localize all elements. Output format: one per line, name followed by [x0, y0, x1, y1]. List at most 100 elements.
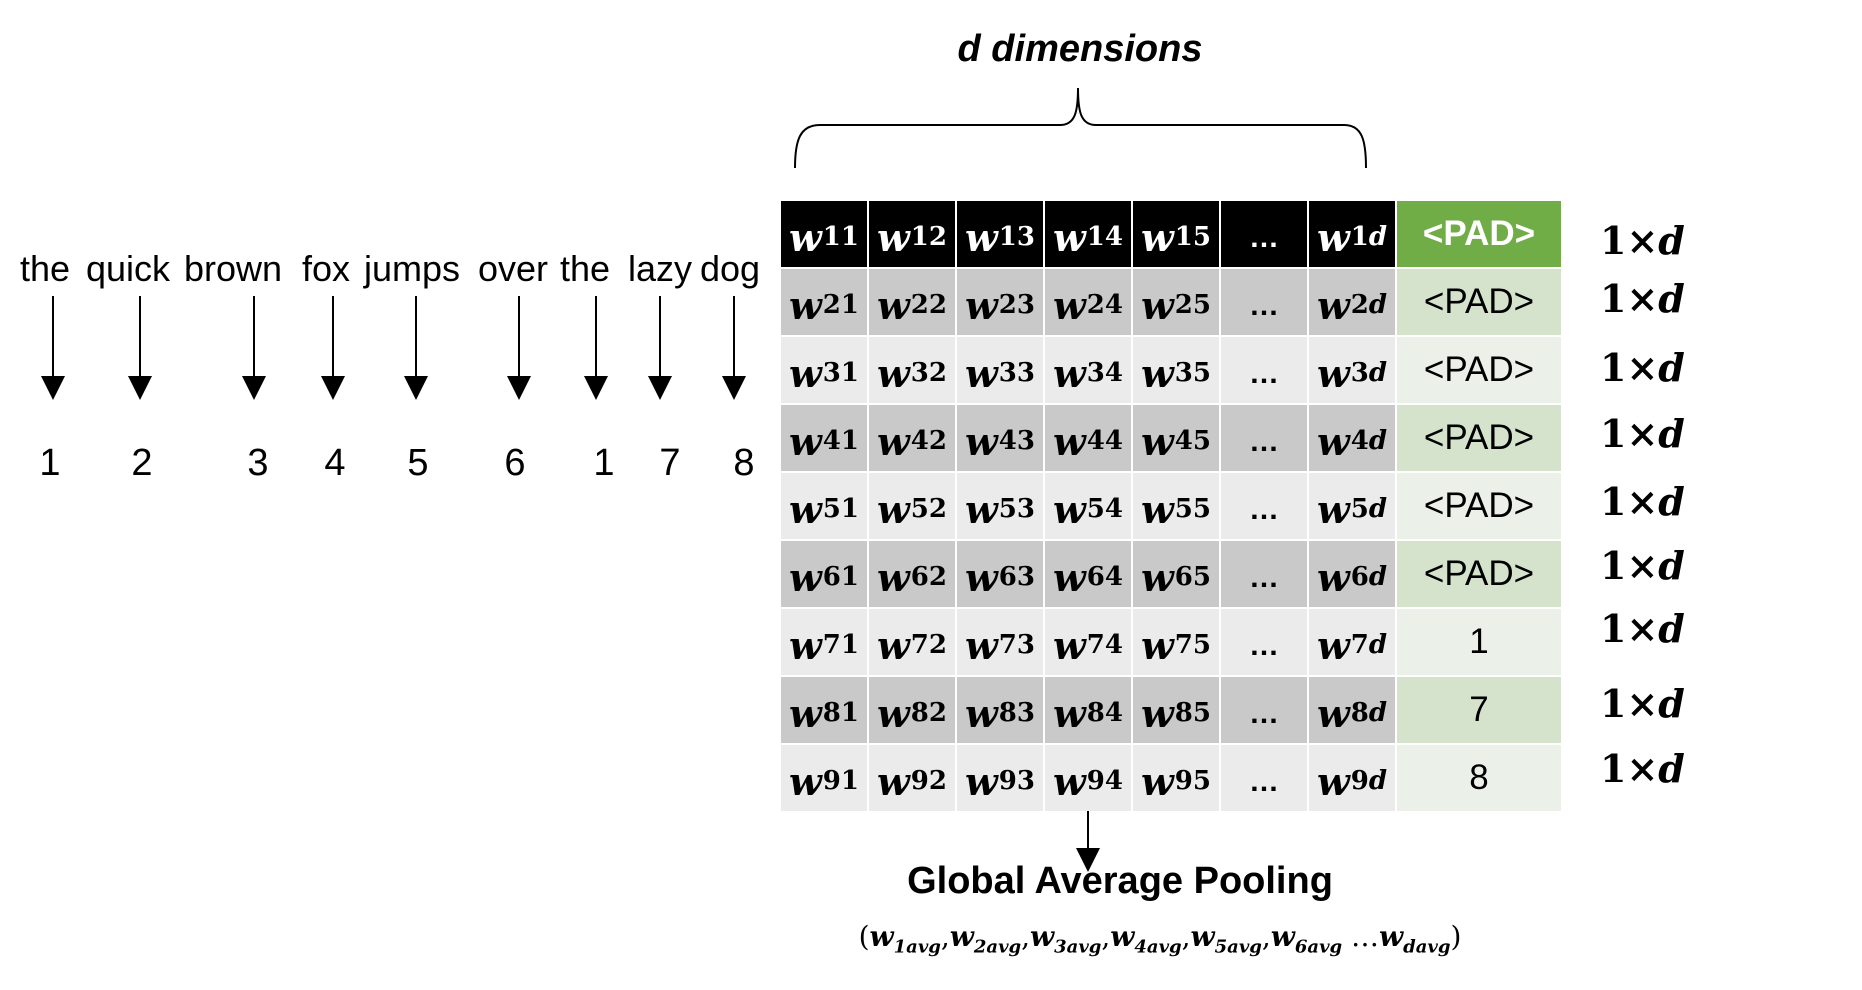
- row-shape-label: 1×d: [1600, 479, 1685, 524]
- row-shape-label: 1×d: [1600, 411, 1685, 456]
- matrix-cell: w 4d: [1309, 405, 1395, 471]
- matrix-cell: w 15: [1133, 201, 1219, 267]
- matrix-cell: w 65: [1133, 541, 1219, 607]
- word: lazy: [628, 248, 693, 289]
- word: the: [20, 248, 71, 289]
- matrix-cell: w 34: [1045, 337, 1131, 403]
- matrix-cell: w 13: [957, 201, 1043, 267]
- matrix-cell: w 63: [957, 541, 1043, 607]
- word: brown: [184, 248, 283, 289]
- pooling-formula: (w1avg,w2avg,w3avg,w4avg,w5avg,w6avg …wd…: [858, 920, 1462, 958]
- pad-cell: <PAD>: [1397, 201, 1561, 267]
- matrix-cell: w 83: [957, 677, 1043, 743]
- matrix-cell: w 45: [1133, 405, 1219, 471]
- pad-cell: <PAD>: [1397, 337, 1561, 403]
- matrix-cell: w 85: [1133, 677, 1219, 743]
- matrix-cell: w 35: [1133, 337, 1219, 403]
- pooling-label: Global Average Pooling: [907, 860, 1333, 902]
- matrix-cell: w 93: [957, 745, 1043, 811]
- matrix-cell: w 54: [1045, 473, 1131, 539]
- matrix-cell: …: [1221, 677, 1307, 743]
- matrix-cell: w 42: [869, 405, 955, 471]
- token-id: 8: [733, 442, 755, 484]
- matrix-cell: w 95: [1133, 745, 1219, 811]
- matrix-cell: w 21: [781, 269, 867, 335]
- matrix-cell: w 61: [781, 541, 867, 607]
- matrix-cell: w 7d: [1309, 609, 1395, 675]
- matrix-cell: …: [1221, 541, 1307, 607]
- row-shape-label: 1×d: [1600, 276, 1685, 321]
- token-id: 6: [504, 442, 526, 484]
- word: the: [560, 248, 611, 289]
- matrix-cell: w 1d: [1309, 201, 1395, 267]
- matrix-cell: …: [1221, 269, 1307, 335]
- word: quick: [86, 248, 171, 289]
- row-shape-label: 1×d: [1600, 606, 1685, 651]
- matrix-cell: w 22: [869, 269, 955, 335]
- matrix-cell: w 52: [869, 473, 955, 539]
- matrix-cell: w 64: [1045, 541, 1131, 607]
- matrix-cell: w 71: [781, 609, 867, 675]
- matrix-cell: w 62: [869, 541, 955, 607]
- word: jumps: [364, 248, 461, 289]
- token-id: 1: [593, 442, 615, 484]
- matrix-cell: w 74: [1045, 609, 1131, 675]
- matrix-cell: …: [1221, 473, 1307, 539]
- matrix-cell: w 44: [1045, 405, 1131, 471]
- row-shape-label: 1×d: [1600, 543, 1685, 588]
- token-id: 5: [407, 442, 429, 484]
- matrix-cell: w 2d: [1309, 269, 1395, 335]
- matrix-cell: w 75: [1133, 609, 1219, 675]
- pad-cell: <PAD>: [1397, 269, 1561, 335]
- pad-cell: <PAD>: [1397, 405, 1561, 471]
- token-id-cell: 7: [1397, 677, 1561, 743]
- matrix-cell: w 33: [957, 337, 1043, 403]
- matrix-cell: w 43: [957, 405, 1043, 471]
- pad-cell: <PAD>: [1397, 473, 1561, 539]
- matrix-cell: …: [1221, 405, 1307, 471]
- matrix-cell: w 81: [781, 677, 867, 743]
- matrix-cell: w 14: [1045, 201, 1131, 267]
- word: dog: [700, 248, 761, 289]
- matrix-cell: w 11: [781, 201, 867, 267]
- matrix-cell: …: [1221, 609, 1307, 675]
- word: fox: [302, 248, 351, 289]
- matrix-cell: w 51: [781, 473, 867, 539]
- word: over: [478, 248, 549, 289]
- row-shape-label: 1×d: [1600, 218, 1685, 263]
- dimensions-label: d dimensions: [957, 28, 1203, 70]
- token-id: 2: [131, 442, 153, 484]
- matrix-cell: w 32: [869, 337, 955, 403]
- pad-cell: <PAD>: [1397, 541, 1561, 607]
- matrix-cell: w 25: [1133, 269, 1219, 335]
- token-id: 4: [324, 442, 346, 484]
- matrix-cell: w 91: [781, 745, 867, 811]
- token-id: 3: [247, 442, 269, 484]
- token-id-cell: 8: [1397, 745, 1561, 811]
- matrix-cell: w 92: [869, 745, 955, 811]
- row-shape-label: 1×d: [1600, 345, 1685, 390]
- matrix-cell: w 55: [1133, 473, 1219, 539]
- row-shape-label: 1×d: [1600, 746, 1685, 791]
- matrix-cell: w 24: [1045, 269, 1131, 335]
- matrix-cell: w 5d: [1309, 473, 1395, 539]
- matrix-cell: w 41: [781, 405, 867, 471]
- matrix-cell: w 6d: [1309, 541, 1395, 607]
- matrix-cell: w 8d: [1309, 677, 1395, 743]
- embedding-matrix: w 11 w 12 w 13 w 14 w 15… w 1d <PAD> w 21 w 22 w 23 w 24 w 25……: [781, 201, 1561, 811]
- matrix-cell: …: [1221, 745, 1307, 811]
- matrix-cell: w 94: [1045, 745, 1131, 811]
- matrix-cell: w 73: [957, 609, 1043, 675]
- matrix-cell: w 31: [781, 337, 867, 403]
- token-id: 7: [659, 442, 681, 484]
- matrix-cell: w 12: [869, 201, 955, 267]
- token-id: 1: [39, 442, 61, 484]
- brace: [794, 87, 1367, 169]
- matrix-cell: …: [1221, 337, 1307, 403]
- row-shape-label: 1×d: [1600, 681, 1685, 726]
- matrix-cell: w 23: [957, 269, 1043, 335]
- matrix-cell: w 9d: [1309, 745, 1395, 811]
- token-id-cell: 1: [1397, 609, 1561, 675]
- matrix-cell: …: [1221, 201, 1307, 267]
